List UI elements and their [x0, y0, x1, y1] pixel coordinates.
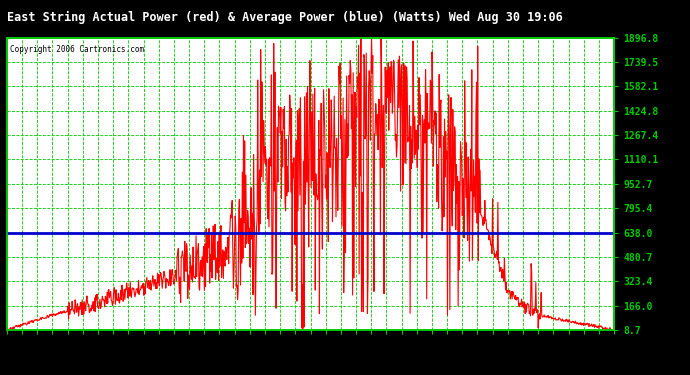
Text: East String Actual Power (red) & Average Power (blue) (Watts) Wed Aug 30 19:06: East String Actual Power (red) & Average… — [7, 11, 562, 24]
Text: Copyright 2006 Cartronics.com: Copyright 2006 Cartronics.com — [10, 45, 144, 54]
